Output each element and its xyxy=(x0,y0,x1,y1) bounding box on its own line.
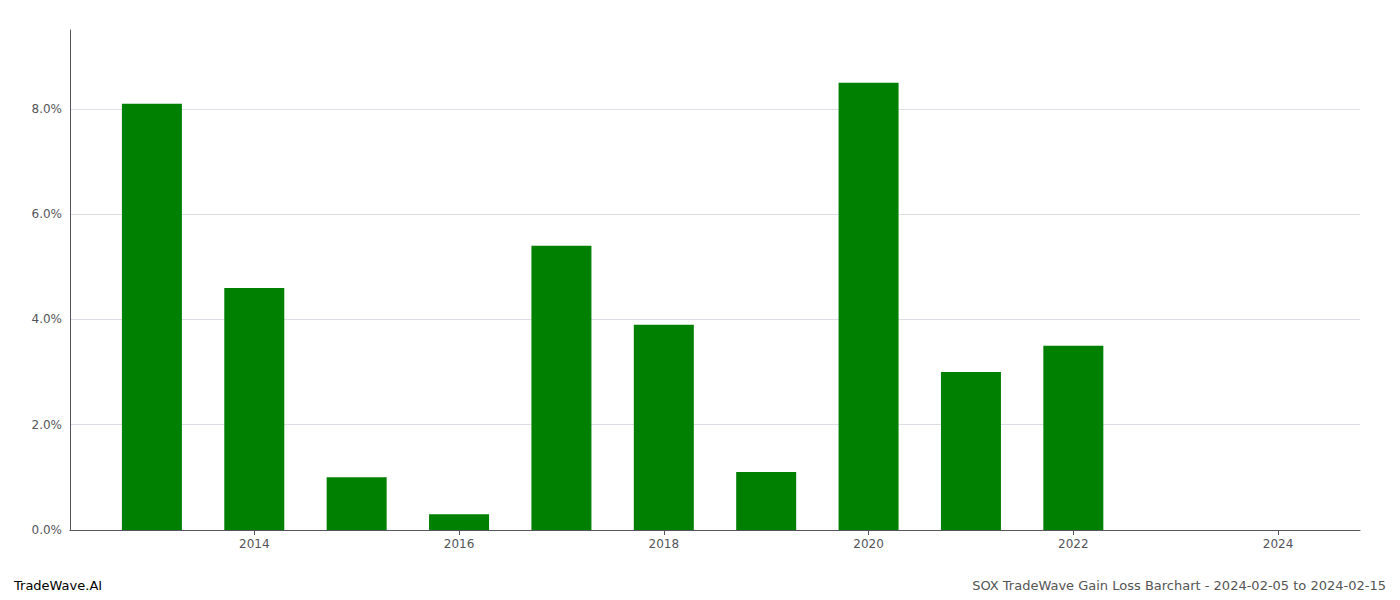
svg-text:2018: 2018 xyxy=(649,537,680,551)
svg-text:4.0%: 4.0% xyxy=(32,312,63,326)
svg-text:2020: 2020 xyxy=(853,537,884,551)
svg-text:2016: 2016 xyxy=(444,537,475,551)
svg-text:2014: 2014 xyxy=(239,537,270,551)
svg-text:2022: 2022 xyxy=(1058,537,1089,551)
svg-text:2.0%: 2.0% xyxy=(32,418,63,432)
svg-text:6.0%: 6.0% xyxy=(32,207,63,221)
svg-text:8.0%: 8.0% xyxy=(32,102,63,116)
svg-text:0.0%: 0.0% xyxy=(32,523,63,537)
svg-text:SOX TradeWave Gain Loss Barcha: SOX TradeWave Gain Loss Barchart - 2024-… xyxy=(972,578,1386,593)
svg-text:TradeWave.AI: TradeWave.AI xyxy=(13,578,102,593)
svg-text:2024: 2024 xyxy=(1263,537,1294,551)
